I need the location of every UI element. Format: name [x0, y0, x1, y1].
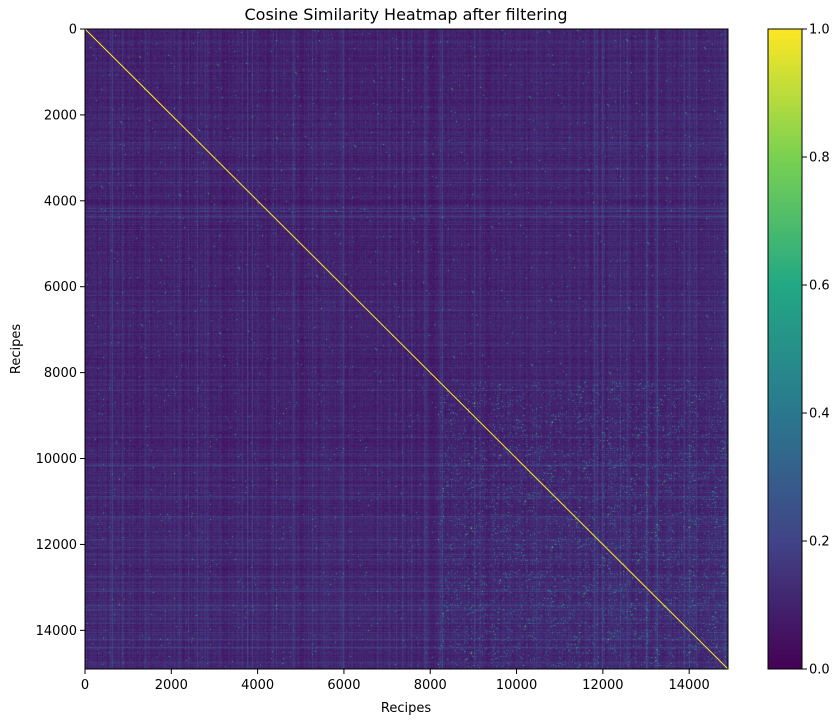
y-tick-label: 8000: [44, 366, 77, 381]
y-tick-label: 12000: [36, 538, 77, 553]
diagonal-line: [84, 28, 729, 670]
y-tick-label: 10000: [36, 452, 77, 467]
x-tick-label: 10000: [496, 678, 537, 693]
x-axis-label: Recipes: [381, 701, 431, 716]
y-axis-ticks: 0 2000 4000 6000 8000 10000 12000 14000: [36, 23, 85, 639]
colorbar: 0.0 0.2 0.4 0.6 0.8 1.0: [767, 23, 830, 678]
colorbar-tick-label: 0.0: [809, 663, 830, 678]
y-tick-label: 2000: [44, 108, 77, 123]
x-tick-label: 12000: [582, 678, 623, 693]
y-tick-label: 14000: [36, 624, 77, 639]
colorbar-tick-label: 0.2: [809, 535, 830, 550]
y-tick-label: 6000: [44, 280, 77, 295]
x-tick-label: 6000: [327, 678, 360, 693]
colorbar-gradient: [767, 28, 803, 670]
colorbar-tick-label: 0.8: [809, 151, 830, 166]
x-tick-label: 4000: [241, 678, 274, 693]
chart-title: Cosine Similarity Heatmap after filterin…: [244, 5, 567, 24]
colorbar-tick-label: 0.6: [809, 279, 830, 294]
x-tick-label: 14000: [668, 678, 709, 693]
y-axis-label: Recipes: [9, 324, 24, 374]
heatmap-plot-area: [84, 28, 729, 670]
plot-frame: [84, 28, 729, 670]
y-tick-label: 4000: [44, 194, 77, 209]
x-axis-ticks: 0 2000 4000 6000 8000 10000 12000 14000: [81, 669, 710, 693]
x-tick-label: 2000: [155, 678, 188, 693]
x-tick-label: 8000: [414, 678, 447, 693]
colorbar-tick-label: 1.0: [809, 23, 830, 38]
x-tick-label: 0: [81, 678, 89, 693]
y-tick-label: 0: [69, 23, 77, 38]
colorbar-tick-label: 0.4: [809, 407, 830, 422]
